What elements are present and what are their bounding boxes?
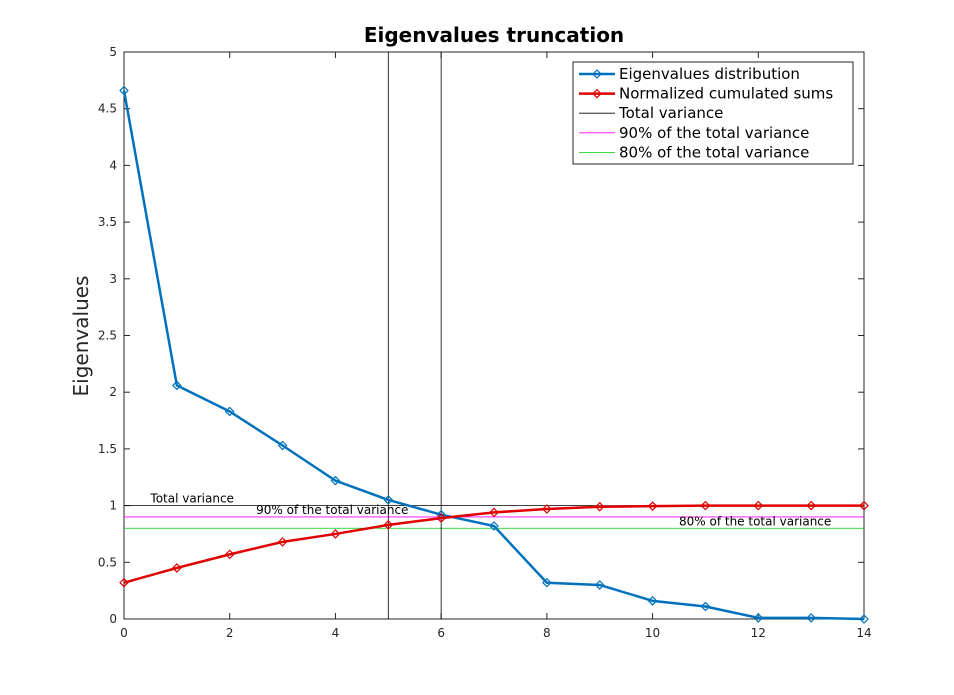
data-point	[806, 500, 816, 511]
y-tick-label: 0	[109, 612, 117, 626]
legend-entry-label: Eigenvalues distribution	[619, 65, 800, 83]
data-point	[330, 475, 341, 486]
data-point	[489, 521, 499, 531]
y-tick-label: 5	[109, 45, 117, 59]
annotation-label: Total variance	[149, 492, 234, 506]
x-tick-label: 6	[437, 626, 445, 640]
data-point	[172, 563, 182, 573]
data-point	[542, 577, 552, 588]
data-point	[806, 613, 816, 623]
data-point	[859, 614, 869, 624]
legend-entry-label: 80% of the total variance	[619, 143, 809, 161]
y-tick-label: 4	[109, 158, 117, 172]
data-point	[753, 613, 764, 623]
series-line-1	[123, 504, 864, 584]
data-point	[224, 406, 235, 417]
plot-area: 0 2 4 6 8 10 12 14 0 0.5 1 1.5 2 2.5 3 3.5 4 4.5 5 Total va…	[98, 45, 872, 640]
data-point	[224, 549, 235, 560]
legend-marker	[592, 88, 602, 99]
data-point	[859, 500, 869, 511]
data-point	[700, 601, 711, 612]
x-tick-label: 8	[543, 626, 551, 640]
legend-entry-label: 90% of the total variance	[619, 124, 809, 142]
annotation-label: 80% of the total variance	[679, 514, 831, 528]
y-tick-label: 4.5	[98, 102, 117, 116]
y-tick-label: 1	[109, 499, 117, 513]
data-point	[172, 380, 182, 391]
data-point	[277, 440, 288, 451]
y-tick-label: 3	[109, 272, 117, 286]
legend-marker	[592, 69, 602, 79]
legend-entry-label: Normalized cumulated sums	[619, 85, 833, 103]
data-point	[436, 513, 446, 523]
data-point	[119, 577, 129, 588]
y-tick-label: 3.5	[98, 215, 117, 229]
data-point	[594, 580, 605, 590]
chart-title: Eigenvalues truncation	[364, 23, 624, 47]
y-tick-label: 0.5	[98, 555, 117, 569]
data-point	[330, 529, 341, 539]
y-tick-label: 2.5	[98, 329, 117, 343]
y-axis-label: Eigenvalues	[69, 276, 93, 397]
data-point	[277, 537, 288, 547]
data-point	[647, 596, 658, 606]
data-point	[383, 520, 394, 530]
legend-box	[572, 61, 854, 165]
x-tick-label: 14	[856, 626, 871, 640]
annotation-label: 90% of the total variance	[256, 503, 408, 517]
data-point	[594, 501, 605, 512]
x-tick-label: 12	[751, 626, 766, 640]
series-line-0	[122, 90, 865, 621]
x-tick-label: 10	[645, 626, 660, 640]
y-tick-label: 2	[109, 385, 117, 399]
x-tick-label: 4	[332, 626, 340, 640]
y-tick-label: 1.5	[98, 442, 117, 456]
x-tick-label: 0	[120, 626, 128, 640]
data-point	[383, 495, 394, 505]
legend-entry-label: Total variance	[618, 104, 723, 122]
data-point	[700, 500, 711, 511]
data-point	[119, 85, 129, 96]
x-tick-label: 2	[226, 626, 234, 640]
data-point	[647, 501, 658, 512]
data-point	[542, 504, 552, 514]
data-point	[489, 507, 499, 518]
data-point	[753, 500, 764, 511]
